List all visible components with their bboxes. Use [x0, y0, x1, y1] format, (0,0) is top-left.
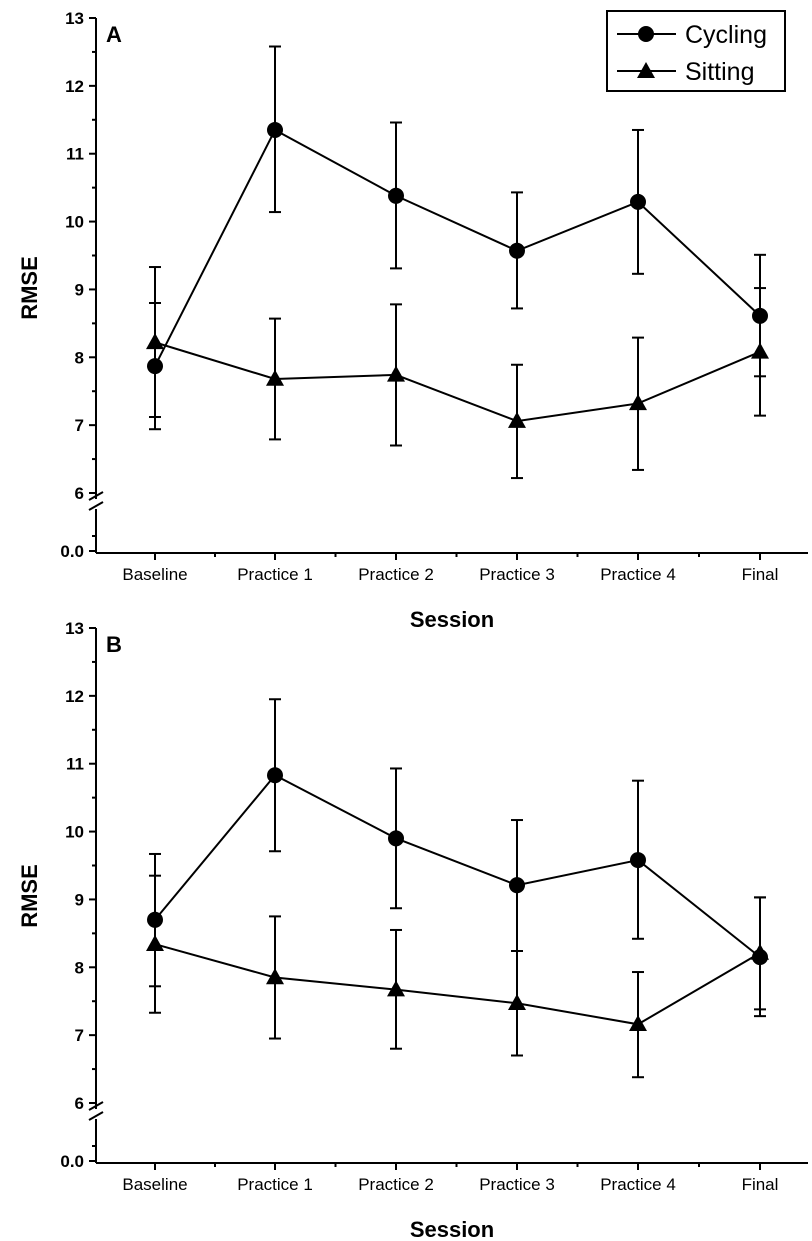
data-point: [630, 852, 646, 869]
y-tick-label: 12: [65, 77, 84, 96]
data-point: [630, 193, 646, 210]
x-tick-label: Practice 2: [358, 565, 434, 584]
x-tick-label: Final: [742, 565, 779, 584]
x-tick-label: Practice 4: [600, 565, 676, 584]
axis-break-mark: [88, 1101, 104, 1111]
data-point: [508, 993, 526, 1010]
y-tick-label: 10: [65, 823, 84, 842]
x-axis-title: Session: [410, 1217, 494, 1241]
y-tick-label: 13: [65, 619, 84, 638]
data-point: [266, 968, 284, 985]
data-point: [509, 242, 525, 259]
data-point: [387, 980, 405, 997]
axis-break-mark: [88, 501, 104, 511]
x-tick-label: Practice 2: [358, 1175, 434, 1194]
y-tick-label: 7: [75, 416, 84, 435]
data-point: [388, 830, 404, 847]
y-tick-label: 13: [65, 9, 84, 28]
series-line: [154, 341, 761, 423]
y-tick-label: 11: [66, 145, 84, 164]
legend-marker: [638, 26, 654, 42]
data-point: [267, 121, 283, 138]
data-point: [508, 411, 526, 428]
y-tick-label: 8: [75, 958, 84, 977]
x-tick-label: Baseline: [122, 565, 187, 584]
y-tick-label: 0.0: [60, 1152, 84, 1171]
x-tick-label: Practice 4: [600, 1175, 676, 1194]
series-line: [154, 943, 761, 1026]
panel-b: 0.0 6 7 8 9 10 11 12 13 Baseline Practice 1 Practic…: [17, 619, 808, 1241]
data-point: [146, 333, 164, 350]
panel-letter: A: [106, 22, 122, 47]
x-tick-label: Practice 1: [237, 1175, 313, 1194]
data-point: [388, 187, 404, 204]
x-tick-label: Final: [742, 1175, 779, 1194]
y-tick-label: 12: [65, 687, 84, 706]
axis-break-mark: [88, 1111, 104, 1121]
axis-break-mark: [88, 491, 104, 501]
data-point: [387, 365, 405, 382]
x-tick-label: Practice 3: [479, 565, 555, 584]
legend-box: [606, 10, 786, 92]
data-point: [751, 943, 769, 960]
legend: Cycling Sitting: [606, 10, 786, 92]
data-point: [146, 934, 164, 951]
x-axis-title: Session: [410, 607, 494, 632]
legend-label: Cycling: [685, 21, 767, 49]
x-tick-label: Baseline: [122, 1175, 187, 1194]
data-point: [751, 342, 769, 359]
y-tick-label: 11: [66, 755, 84, 774]
data-point: [629, 1014, 647, 1032]
series-sitting: [146, 874, 769, 1079]
series-line: [154, 128, 761, 367]
legend-marker: [637, 62, 655, 78]
y-tick-label: 0.0: [60, 542, 84, 561]
data-point: [509, 877, 525, 894]
y-tick-label: 6: [75, 1094, 84, 1113]
series-sitting: [146, 287, 769, 480]
y-tick-label: 6: [75, 484, 84, 503]
data-point: [266, 369, 284, 386]
y-tick-label: 9: [75, 890, 84, 909]
panel-letter: B: [106, 632, 122, 657]
y-tick-label: 7: [75, 1026, 84, 1045]
series-line: [154, 773, 761, 958]
data-point: [267, 767, 283, 784]
y-tick-label: 10: [65, 213, 84, 232]
y-tick-label: 8: [75, 348, 84, 367]
data-point: [629, 394, 647, 411]
series-cycling: [147, 45, 768, 431]
y-tick-label: 9: [75, 280, 84, 299]
x-tick-label: Practice 1: [237, 565, 313, 584]
y-axis-title: RMSE: [17, 864, 42, 928]
panel-a: 0.0 6 7 8 9 10 11 12 13 Baseline Practice 1 Practic…: [17, 9, 808, 632]
y-axis-title: RMSE: [17, 256, 42, 320]
x-tick-label: Practice 3: [479, 1175, 555, 1194]
legend-label: Sitting: [685, 58, 754, 86]
